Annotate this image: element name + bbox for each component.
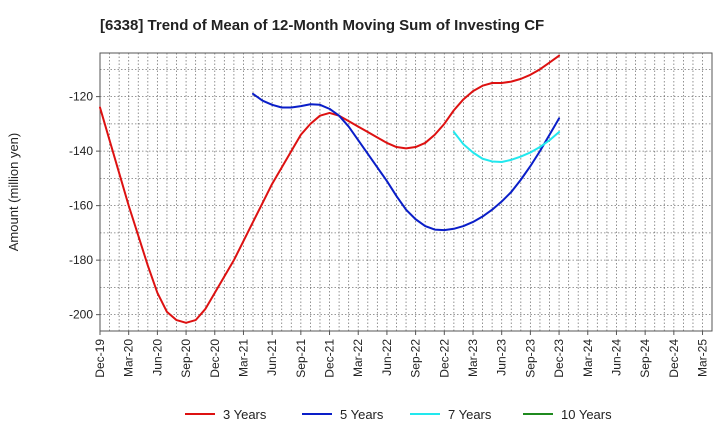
x-tick-label: Dec-20 (208, 339, 222, 378)
plot-background (100, 53, 712, 331)
x-tick-label: Dec-23 (552, 339, 566, 378)
x-tick-label: Dec-24 (667, 339, 681, 378)
legend-label: 10 Years (561, 407, 612, 422)
x-tick-label: Mar-23 (466, 339, 480, 377)
x-tick-label: Jun-24 (609, 339, 623, 376)
y-tick-label: -140 (69, 144, 93, 158)
x-tick-label: Dec-22 (437, 339, 451, 378)
legend-label: 3 Years (223, 407, 267, 422)
x-tick-label: Jun-23 (495, 339, 509, 376)
series-line-3-years (99, 54, 561, 324)
y-tick-label: -120 (69, 90, 93, 104)
y-axis-label: Amount (million yen) (6, 133, 21, 252)
legend-label: 5 Years (340, 407, 384, 422)
x-tick-label: Dec-21 (323, 339, 337, 378)
y-tick-label: -200 (69, 308, 93, 322)
legend: 3 Years 5 Years 7 Years 10 Years (185, 407, 612, 422)
x-tick-label: Sep-22 (409, 339, 423, 378)
y-tick-label: -180 (69, 253, 93, 267)
x-tick-label: Sep-20 (179, 339, 193, 378)
x-tick-label: Mar-21 (236, 339, 250, 377)
x-tick-label: Mar-22 (351, 339, 365, 377)
plot-area: -200 -180 -160 -140 -120 Dec-19 Mar-20 Jun-20 Se… (69, 52, 713, 378)
x-tick-label: Jun-20 (150, 339, 164, 376)
x-tick-label: Jun-22 (380, 339, 394, 376)
x-tick-label: Sep-21 (294, 339, 308, 378)
y-tick-label: -160 (69, 199, 93, 213)
x-tick-label: Mar-20 (122, 339, 136, 377)
x-tick-label: Sep-23 (523, 339, 537, 378)
series-line-5-years (252, 92, 561, 232)
series-line-7-years (452, 131, 561, 164)
legend-label: 7 Years (448, 407, 492, 422)
x-tick-label: Dec-19 (93, 339, 107, 378)
chart-title: [6338] Trend of Mean of 12-Month Moving … (100, 17, 544, 34)
x-tick-label: Mar-25 (696, 339, 710, 377)
x-tick-label: Sep-24 (638, 339, 652, 378)
x-tick-label: Mar-24 (581, 339, 595, 377)
x-tick-label: Jun-21 (265, 339, 279, 376)
plot-frame (99, 52, 713, 332)
